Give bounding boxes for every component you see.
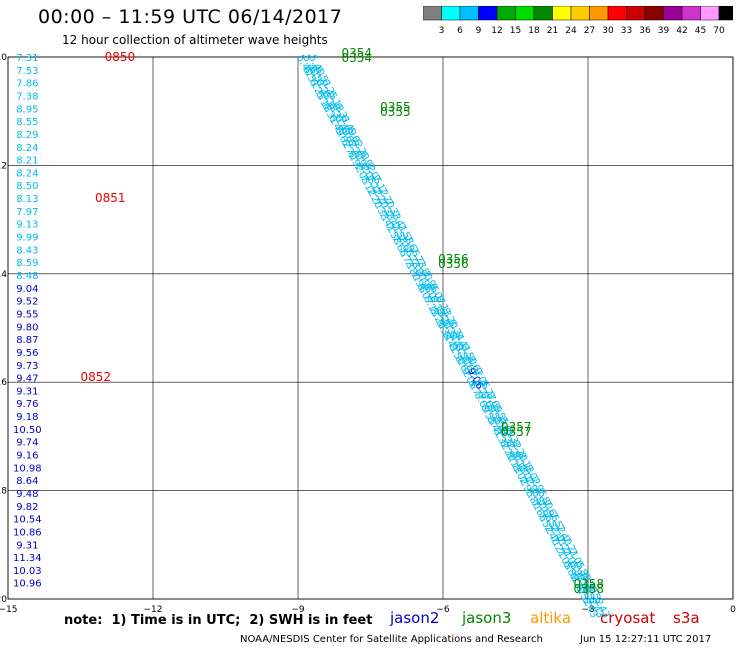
y-tick-label: −10	[0, 53, 7, 63]
jason2-swh-label: 8.55	[16, 117, 38, 128]
legend-jason2: jason2	[390, 609, 440, 627]
jason2-swh-label: 11.34	[13, 553, 42, 564]
colorbar-label: 70	[713, 26, 725, 36]
footer-note: note: 1) Time is in UTC; 2) SWH is in fe…	[64, 613, 373, 628]
jason2-swh-label: 9.74	[16, 438, 38, 449]
chart-subtitle: 12 hour collection of altimeter wave hei…	[62, 33, 328, 47]
x-tick-label: −9	[291, 605, 305, 615]
colorbar-label: 9	[476, 26, 482, 36]
jason2-swh-label: 7.31	[16, 53, 38, 64]
colorbar-label: 33	[621, 26, 632, 36]
jason2-swh-label: 9.31	[16, 540, 38, 551]
jason2-swh-label: 7.38	[16, 91, 38, 102]
jason2-swh-label: 9.18	[16, 412, 38, 423]
jason2-swh-label: 9.48	[16, 489, 38, 500]
jason2-swh-label: 9.55	[16, 309, 38, 320]
x-tick-label: −3	[581, 605, 594, 615]
jason2-swh-label: 9.99	[16, 233, 38, 244]
jason3-time-label: 0355	[380, 105, 411, 119]
jason2-swh-label: 10.98	[13, 463, 42, 474]
colorbar-label: 12	[491, 26, 502, 36]
jason3-time-label: 0358	[574, 582, 605, 596]
x-tick-label: 0	[730, 605, 736, 615]
jason2-swh-label: 7.53	[16, 66, 38, 77]
colorbar-label: 6	[457, 26, 463, 36]
colorbar-label: 15	[510, 26, 521, 36]
y-tick-label: −16	[0, 378, 7, 388]
jason2-swh-label: 9.13	[16, 220, 38, 231]
jason2-swh-label: 10.86	[13, 527, 42, 538]
jason2-swh-label: 9.73	[16, 361, 38, 372]
jason2-swh-label: 10.50	[13, 425, 42, 436]
jason2-swh-label: 10.54	[13, 515, 42, 526]
colorbar-label: 42	[676, 26, 687, 36]
jason2-swh-label: 8.48	[16, 271, 38, 282]
jason2-swh-label: 8.43	[16, 245, 38, 256]
legend-s3a: s3a	[673, 609, 700, 627]
colorbar-label: 3	[439, 26, 445, 36]
jason2-swh-label: 9.04	[16, 284, 38, 295]
colorbar-label: 21	[547, 26, 558, 36]
jason2-swh-label: 9.82	[16, 502, 38, 513]
y-tick-label: −18	[0, 487, 7, 497]
footer-timestamp: Jun 15 12:27:11 UTC 2017	[580, 634, 712, 645]
jason2-swh-label: 8.21	[16, 156, 38, 167]
jason2-swh-label: 8.24	[16, 168, 38, 179]
x-tick-label: −12	[144, 605, 163, 615]
jason2-swh-label: 9.76	[16, 399, 38, 410]
jason2-time-label: 0851	[95, 191, 126, 205]
legend-cryosat: cryosat	[600, 609, 656, 627]
jason3-time-label: 0357	[501, 425, 532, 439]
plot-frame	[7, 56, 734, 600]
x-tick-label: −15	[0, 605, 18, 615]
jason2-swh-label: 9.16	[16, 451, 38, 462]
jason3-time-label: 0358	[574, 577, 605, 591]
jason2-swh-label: 8.64	[16, 476, 38, 487]
colorbar-swatch	[718, 6, 733, 21]
jason2-swh-label: 8.50	[16, 181, 38, 192]
jason3-time-label: 0354	[342, 51, 373, 65]
jason3-time-label: 0356	[438, 252, 469, 266]
jason2-swh-label: 8.59	[16, 258, 38, 269]
jason2-swh-label: 8.13	[16, 194, 38, 205]
jason3-time-label: 0355	[380, 100, 411, 114]
jason2-swh-label: 8.29	[16, 130, 38, 141]
jason2-swh-label: 9.47	[16, 374, 38, 385]
colorbar-label: 30	[602, 26, 614, 36]
chart-title: 00:00 – 11:59 UTC 06/14/2017	[38, 6, 343, 28]
jason2-swh-label: 9.31	[16, 386, 38, 397]
jason2-swh-label: 8.24	[16, 143, 38, 154]
jason2-swh-label: 9.80	[16, 322, 38, 333]
jason3-time-label: 0354	[342, 46, 373, 60]
colorbar-label: 45	[695, 26, 706, 36]
jason2-swh-label: 8.95	[16, 104, 38, 115]
jason3-time-label: 0356	[438, 257, 469, 271]
jason2-swh-label: 10.96	[13, 579, 42, 590]
legend-jason3: jason3	[462, 609, 512, 627]
jason2-swh-label: 10.03	[13, 566, 42, 577]
jason2-swh-label: 7.86	[16, 79, 38, 90]
colorbar-label: 36	[639, 26, 651, 36]
colorbar-label: 24	[565, 26, 577, 36]
y-tick-label: −12	[0, 161, 7, 171]
jason2-swh-label: 9.52	[16, 297, 38, 308]
jason2-swh-label: 9.56	[16, 348, 38, 359]
jason2-time-label: 0850	[105, 50, 136, 64]
colorbar-label: 18	[528, 26, 540, 36]
jason2-swh-label: 8.87	[16, 335, 38, 346]
x-tick-label: −6	[436, 605, 450, 615]
jason3-time-label: 0357	[501, 420, 532, 434]
footer-credit: NOAA/NESDIS Center for Satellite Applica…	[240, 634, 543, 645]
colorbar-label: 39	[658, 26, 670, 36]
y-tick-label: −20	[0, 595, 7, 605]
jason2-time-label: 0852	[81, 370, 112, 384]
colorbar-label: 27	[584, 26, 595, 36]
y-tick-label: −14	[0, 270, 7, 280]
legend-altika: altika	[530, 609, 572, 627]
jason2-swh-label: 7.97	[16, 207, 38, 218]
